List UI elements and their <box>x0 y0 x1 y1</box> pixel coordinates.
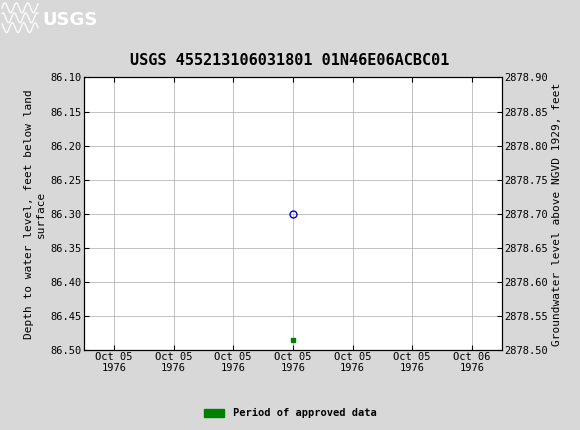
Text: USGS 455213106031801 01N46E06ACBC01: USGS 455213106031801 01N46E06ACBC01 <box>130 53 450 68</box>
Y-axis label: Depth to water level, feet below land
surface: Depth to water level, feet below land su… <box>24 89 46 339</box>
Text: USGS: USGS <box>42 11 97 29</box>
Legend: Period of approved data: Period of approved data <box>200 404 380 423</box>
Y-axis label: Groundwater level above NGVD 1929, feet: Groundwater level above NGVD 1929, feet <box>552 82 563 346</box>
